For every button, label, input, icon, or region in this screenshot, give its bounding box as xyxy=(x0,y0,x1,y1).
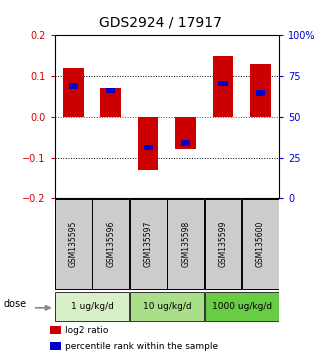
Text: GSM135599: GSM135599 xyxy=(219,221,228,268)
Text: GSM135598: GSM135598 xyxy=(181,221,190,267)
Bar xyxy=(205,199,241,289)
Bar xyxy=(55,292,129,321)
Text: 1000 ug/kg/d: 1000 ug/kg/d xyxy=(212,302,272,311)
Text: percentile rank within the sample: percentile rank within the sample xyxy=(65,342,219,350)
Text: 10 ug/kg/d: 10 ug/kg/d xyxy=(143,302,191,311)
Bar xyxy=(205,292,279,321)
Bar xyxy=(92,199,129,289)
Bar xyxy=(175,117,196,149)
Bar xyxy=(50,326,61,334)
Bar xyxy=(143,144,153,150)
Text: GSM135597: GSM135597 xyxy=(144,221,153,268)
Bar xyxy=(100,88,121,117)
Text: 1 ug/kg/d: 1 ug/kg/d xyxy=(71,302,113,311)
Bar xyxy=(242,199,279,289)
Bar xyxy=(256,90,265,96)
Bar xyxy=(138,117,159,170)
Bar xyxy=(250,64,271,117)
Text: GSM135596: GSM135596 xyxy=(106,221,115,268)
Bar xyxy=(130,292,204,321)
Text: GSM135595: GSM135595 xyxy=(69,221,78,268)
Text: GDS2924 / 17917: GDS2924 / 17917 xyxy=(99,16,222,30)
Bar xyxy=(63,68,83,117)
Bar xyxy=(181,141,190,146)
Bar xyxy=(50,342,61,350)
Text: GSM135600: GSM135600 xyxy=(256,221,265,268)
Text: dose: dose xyxy=(3,299,26,309)
Text: log2 ratio: log2 ratio xyxy=(65,326,109,335)
Bar xyxy=(106,87,115,93)
Bar xyxy=(219,81,228,86)
Bar xyxy=(130,199,167,289)
Bar xyxy=(213,56,233,117)
Bar xyxy=(167,199,204,289)
Bar xyxy=(69,84,78,89)
Bar xyxy=(55,199,92,289)
